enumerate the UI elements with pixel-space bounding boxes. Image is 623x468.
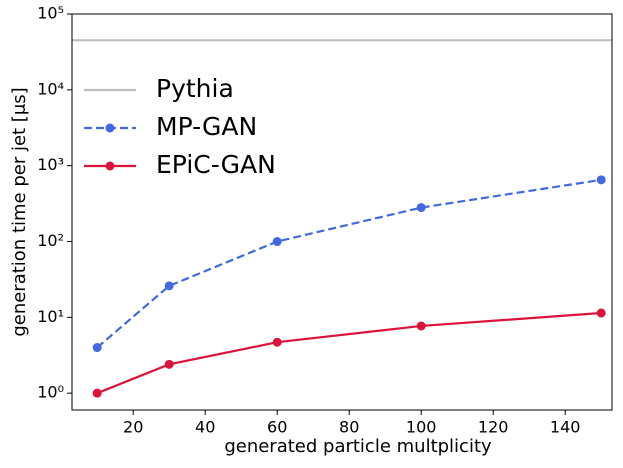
y-tick-label: 10¹ xyxy=(37,307,64,326)
x-tick-label: 100 xyxy=(406,418,437,437)
y-axis-label: generation time per jet [μs] xyxy=(9,87,30,336)
point xyxy=(416,203,426,213)
legend-marker xyxy=(105,123,115,133)
x-tick-label: 140 xyxy=(550,418,581,437)
legend-label: Pythia xyxy=(156,74,234,103)
legend: Pythia MP-GAN EPiC-GAN xyxy=(84,74,276,179)
legend-label: EPiC-GAN xyxy=(156,150,276,179)
point xyxy=(92,343,102,353)
point xyxy=(272,337,282,347)
series-line xyxy=(96,178,602,349)
y-tick-label: 10⁰ xyxy=(37,383,64,402)
legend-label: MP-GAN xyxy=(156,112,257,141)
legend-marker xyxy=(105,161,115,171)
x-tick-label: 40 xyxy=(195,418,215,437)
point xyxy=(596,175,606,185)
point xyxy=(416,321,426,331)
point xyxy=(92,388,102,398)
y-tick-label: 10⁵ xyxy=(37,4,64,23)
plot-frame xyxy=(71,13,613,411)
x-tick-label: 60 xyxy=(267,418,287,437)
series-line xyxy=(96,311,602,395)
y-tick-label: 10² xyxy=(37,231,64,250)
point xyxy=(164,359,174,369)
point xyxy=(272,237,282,247)
point xyxy=(596,308,606,318)
x-tick-label: 120 xyxy=(478,418,509,437)
x-axis-label: generated particle multplicity xyxy=(224,436,492,457)
point xyxy=(164,281,174,291)
y-tick-label: 10⁴ xyxy=(37,79,64,98)
x-tick-label: 20 xyxy=(123,418,143,437)
x-tick-label: 80 xyxy=(339,418,359,437)
y-tick-label: 10³ xyxy=(37,155,64,174)
